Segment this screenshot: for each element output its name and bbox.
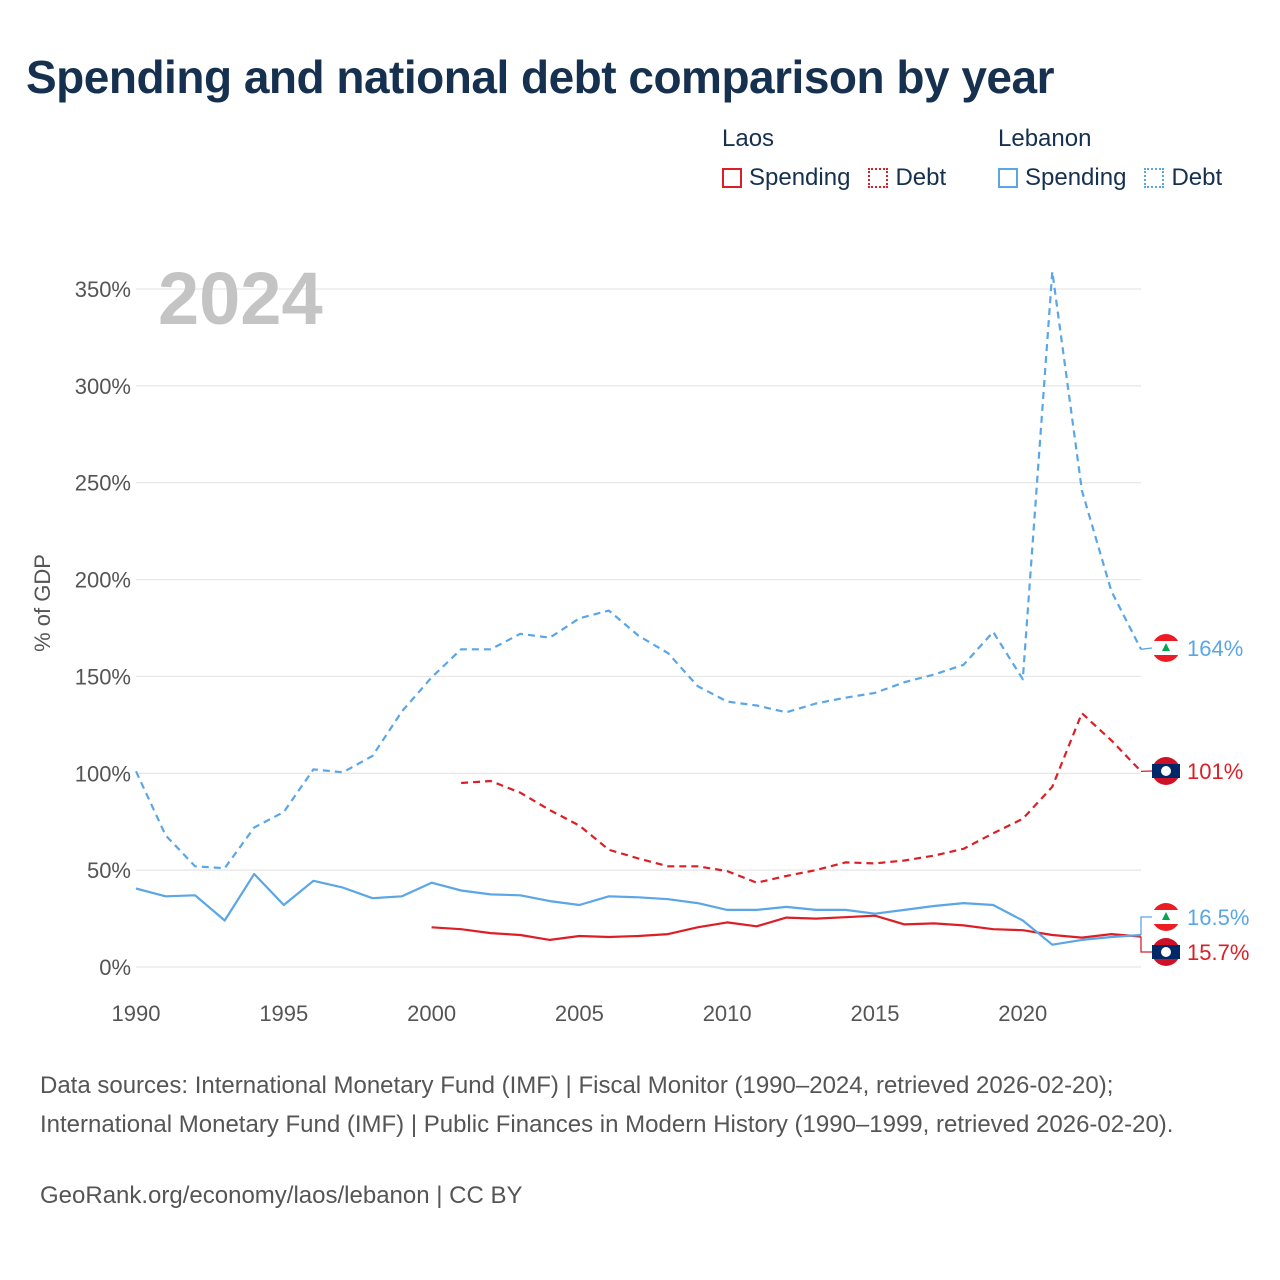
y-tick-label: 350% [75,277,131,302]
end-label-value: 16.5% [1187,905,1249,930]
laos-flag-icon [1152,938,1180,966]
series-line-laos-debt[interactable] [461,712,1142,884]
legend-swatch-dotted [868,168,889,188]
legend-item-laos-debt[interactable]: Debt [868,164,946,192]
grid-lines [136,288,1141,968]
end-label-connector [1140,916,1152,936]
x-tick-label: 2010 [703,1001,752,1026]
legend-group-laos: Laos Spending Debt [722,122,946,200]
y-tick-label: 100% [75,761,131,786]
legend-swatch-solid [998,168,1018,188]
end-label-value: 101% [1187,759,1243,784]
data-sources: Data sources: International Monetary Fun… [40,1072,1174,1138]
year-watermark: 2024 [158,257,323,340]
y-axis-label: % of GDP [30,554,55,652]
x-tick-label: 1995 [259,1001,308,1026]
y-tick-label: 150% [75,664,131,689]
legend-swatch-dotted [1144,168,1165,188]
y-tick-label: 250% [75,471,131,496]
legend-group-lebanon: Lebanon Spending Debt [998,122,1222,200]
series-line-laos-spending[interactable] [431,914,1142,941]
series-line-lebanon-debt[interactable] [135,270,1142,870]
line-chart: 2024 0%50%100%150%200%250%300%350% 1990 1… [30,257,1249,1026]
end-label-connector [1140,647,1153,650]
end-label-value: 164% [1187,636,1243,661]
legend-item-lebanon-debt[interactable]: Debt [1144,164,1222,192]
x-axis-ticks: 1990 1995 2000 2005 2010 2015 2020 [112,1001,1048,1026]
series-lines [135,270,1142,946]
x-tick-label: 2000 [407,1001,456,1026]
x-tick-label: 2015 [850,1001,899,1026]
x-tick-label: 1990 [112,1001,161,1026]
chart-title: Spending and national debt comparison by… [26,51,1055,103]
legend-item-lebanon-spending[interactable]: Spending [998,164,1126,192]
x-tick-label: 2020 [998,1001,1047,1026]
y-tick-label: 200% [75,568,131,593]
y-tick-label: 300% [75,374,131,399]
legend-group-name: Laos [722,125,775,152]
laos-flag-icon [1152,757,1180,785]
end-label-value: 15.7% [1187,940,1249,965]
legend-item-laos-spending[interactable]: Spending [722,164,850,192]
lebanon-flag-icon [1152,903,1180,931]
legend-label: Debt [1171,164,1223,191]
y-tick-label: 50% [87,858,131,883]
x-tick-label: 2005 [555,1001,604,1026]
credit-link[interactable]: GeoRank.org/economy/laos/lebanon | CC BY [40,1182,523,1209]
legend-group-name: Lebanon [998,125,1092,152]
end-label-connector [1140,936,1152,953]
lebanon-flag-icon [1152,634,1180,662]
y-tick-label: 0% [99,955,131,980]
legend-label: Debt [895,164,947,191]
series-line-lebanon-spending[interactable] [135,872,1142,946]
end-labels: 164% 101% 16.5% 15.7% [1140,634,1249,966]
y-axis-ticks: 0% 50% 100% 150% 200% 250% 300% 350% [75,277,131,980]
legend-label: Spending [1025,164,1127,191]
legend-label: Spending [749,164,851,191]
legend-swatch-solid [722,168,742,188]
